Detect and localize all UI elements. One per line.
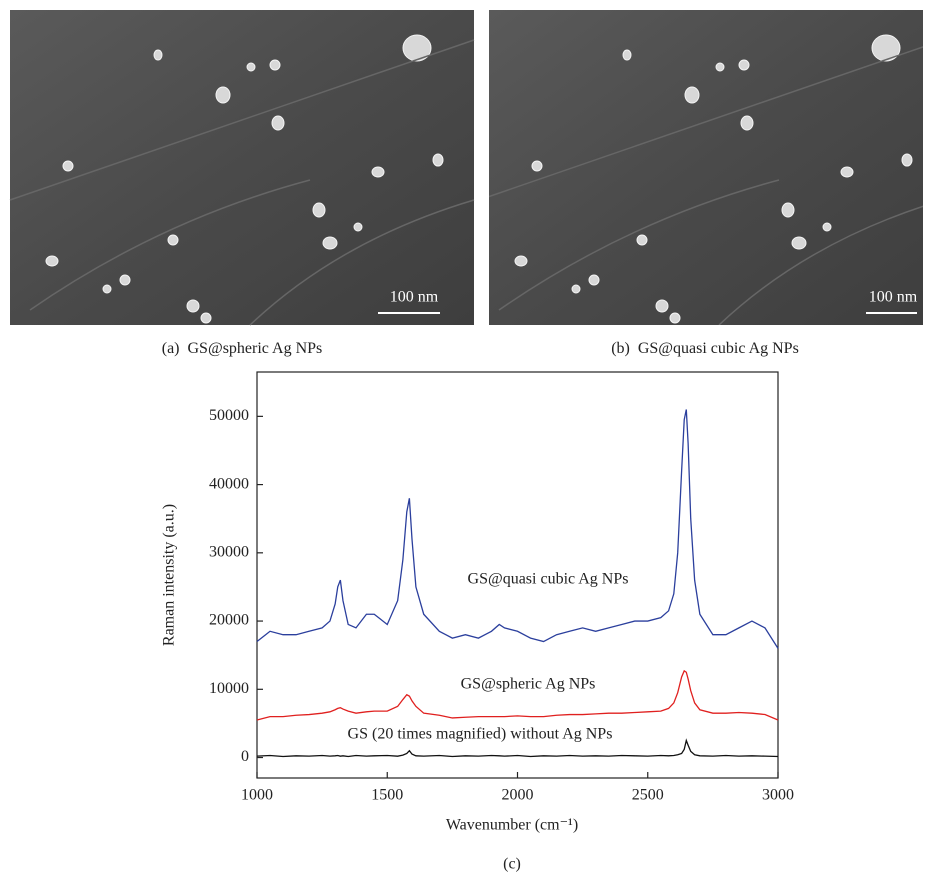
x-tick-label: 2000 <box>502 787 534 804</box>
series-label: GS@spheric Ag NPs <box>461 676 596 693</box>
sem-image-b: 100 nm <box>479 10 933 325</box>
x-axis-label: Wavenumber (cm⁻¹) <box>446 817 578 834</box>
series-line <box>257 410 778 649</box>
caption: (b) GS@quasi cubic Ag NPs <box>611 340 799 357</box>
y-axis-label: Raman intensity (a.u.) <box>161 504 178 646</box>
figure: 100 nm 100 nm (a) GS@spheric Ag NPs (b) GS… <box>0 0 933 880</box>
x-tick-label: 2500 <box>632 787 664 804</box>
panel-label: (c) <box>503 856 521 873</box>
y-tick-label: 30000 <box>209 543 249 560</box>
series-label: GS@quasi cubic Ag NPs <box>468 571 629 588</box>
series-line <box>257 740 778 756</box>
caption-text: GS@spheric Ag NPs <box>188 340 323 357</box>
y-tick-label: 40000 <box>209 475 249 492</box>
x-tick-label: 1000 <box>241 787 273 804</box>
y-tick-label: 50000 <box>209 407 249 424</box>
x-tick-label: 3000 <box>762 787 794 804</box>
sem-image-a: 100 nm <box>10 10 474 325</box>
series-label: GS (20 times magnified) without Ag NPs <box>348 726 613 743</box>
y-tick-label: 0 <box>241 748 249 765</box>
caption-text: GS@quasi cubic Ag NPs <box>638 340 799 357</box>
y-tick-label: 20000 <box>209 612 249 629</box>
scale-bar-label: 100 nm <box>869 289 918 306</box>
caption-label: (a) <box>162 340 180 357</box>
caption-label: (b) <box>611 340 630 357</box>
y-tick-label: 10000 <box>209 680 249 697</box>
x-tick-label: 1500 <box>371 787 403 804</box>
scale-bar-label: 100 nm <box>390 289 439 306</box>
caption: (a) GS@spheric Ag NPs <box>162 340 323 357</box>
